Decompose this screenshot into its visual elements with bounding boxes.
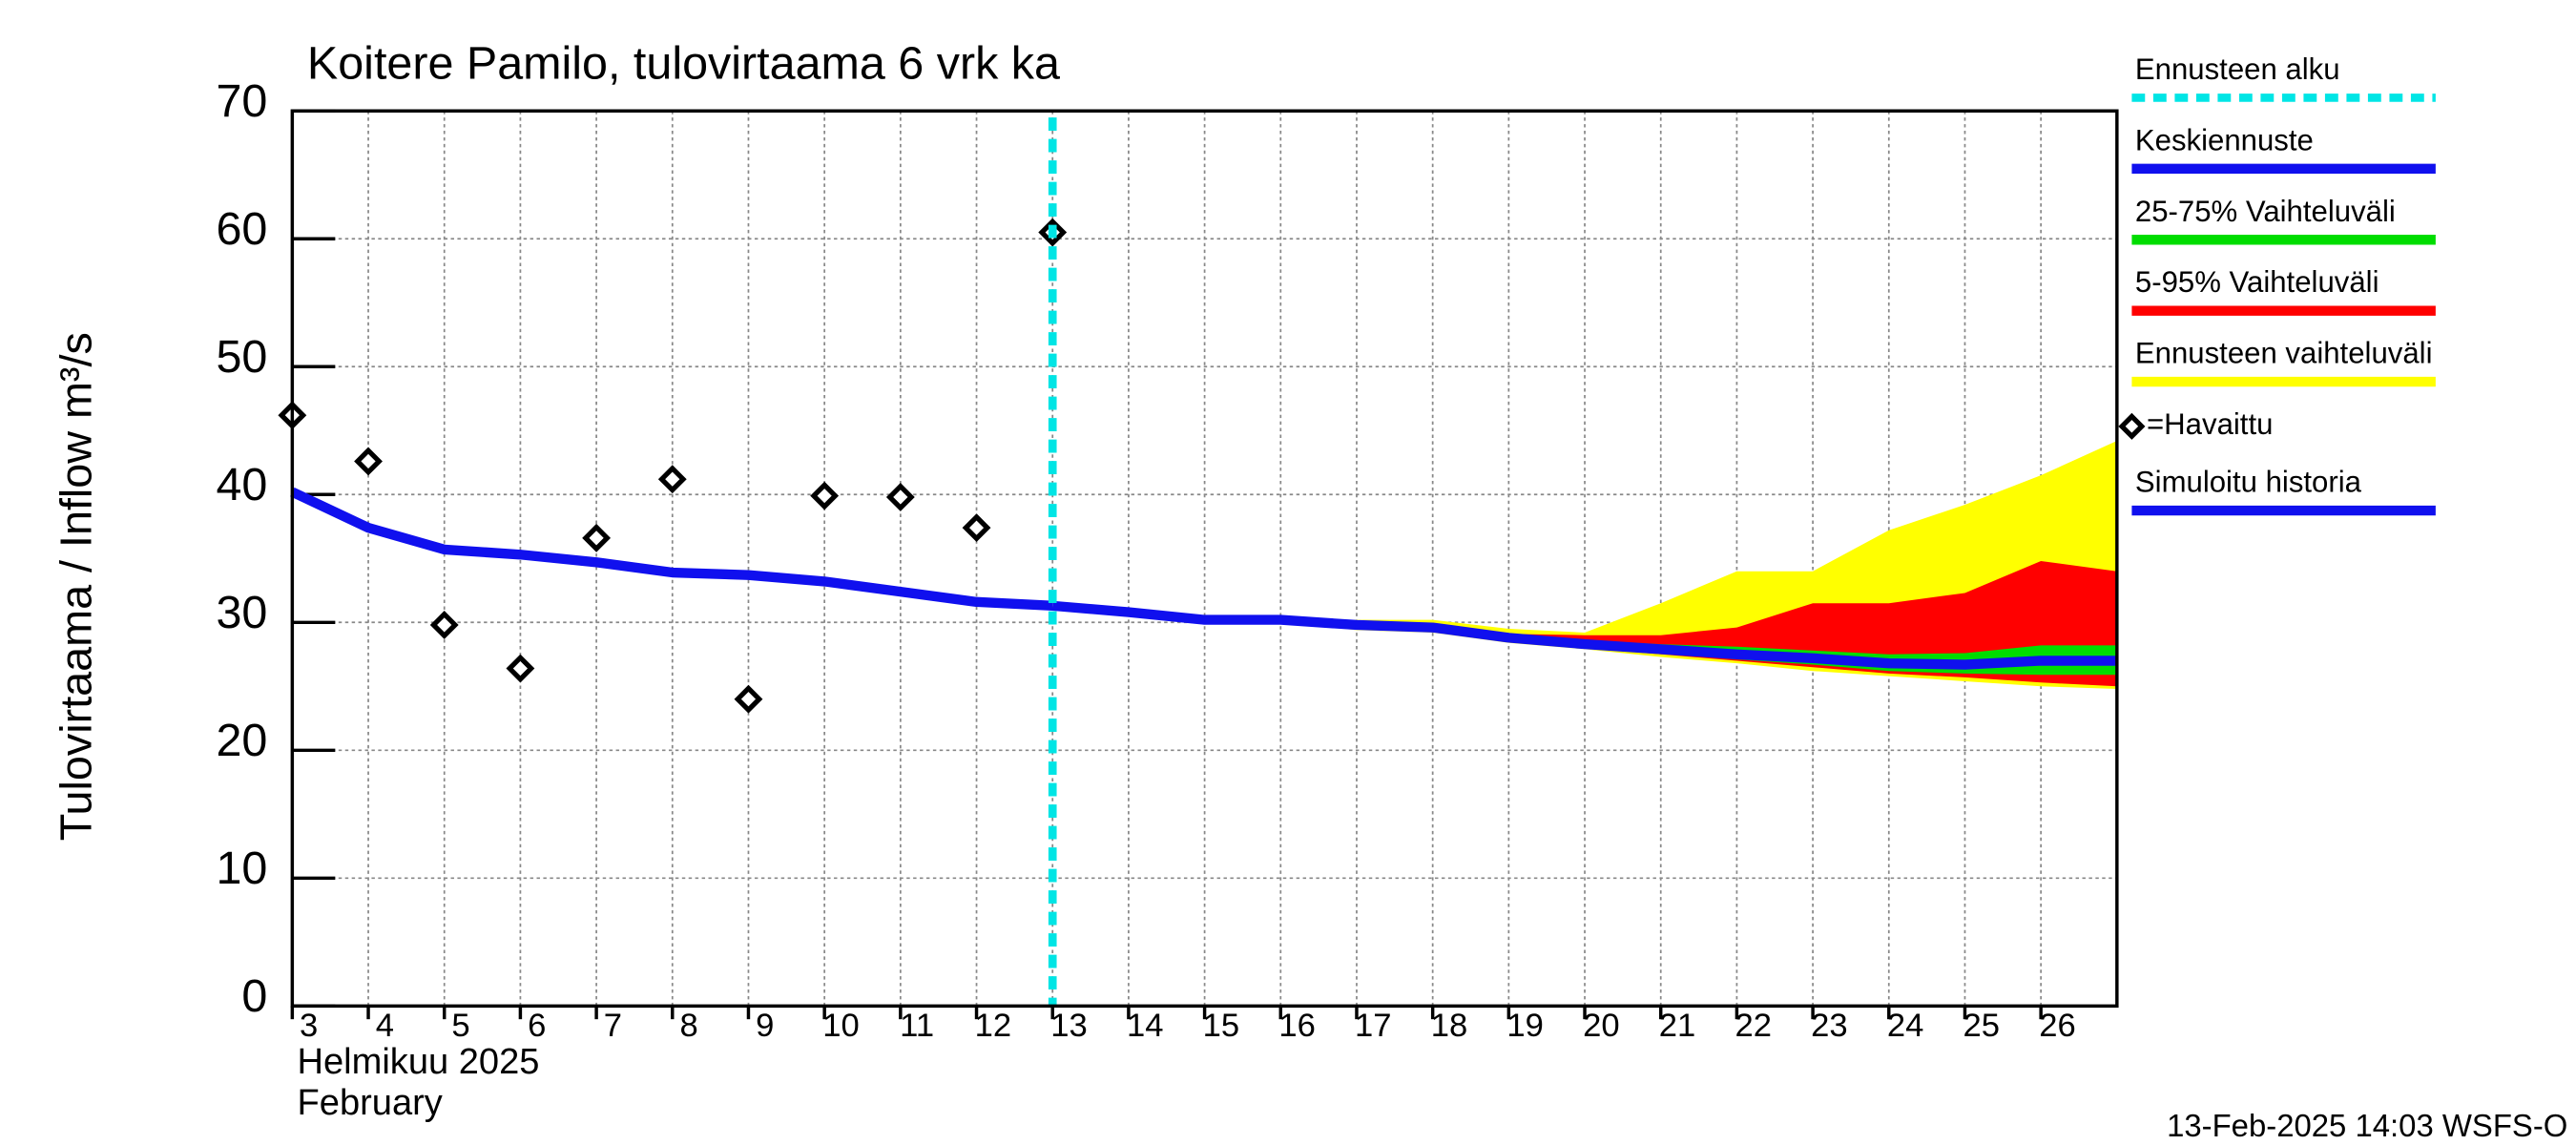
plot-frame [290, 109, 2119, 1009]
x-tick-label: 6 [528, 1008, 546, 1044]
legend-label: Simuloitu historia [2135, 466, 2362, 499]
x-tick-label: 24 [1887, 1008, 1923, 1044]
x-tick-label: 8 [679, 1008, 697, 1044]
x-axis-label: February [298, 1083, 443, 1123]
x-tick-label: 7 [604, 1008, 622, 1044]
x-tick-label: 26 [2039, 1008, 2075, 1044]
y-tick-label: 20 [216, 715, 267, 766]
line [1051, 600, 2117, 670]
y-axis-label: Tulovirtaama / Inflow m³/s [51, 332, 100, 841]
y-tick-label: 50 [216, 331, 267, 383]
y-tick-label: 40 [216, 459, 267, 510]
x-tick-label: 13 [1050, 1008, 1088, 1044]
x-tick-label: 11 [900, 1008, 934, 1044]
x-tick-label: 3 [300, 1008, 318, 1044]
data-point [962, 513, 991, 543]
x-tick-label: 21 [1659, 1008, 1696, 1044]
x-tick-label: 14 [1127, 1008, 1164, 1044]
chart-title: Koitere Pamilo, tulovirtaama 6 vrk ka [307, 37, 1060, 89]
data-point [506, 654, 535, 683]
data-point [582, 523, 612, 552]
legend-label: 5-95% Vaihteluväli [2135, 265, 2379, 299]
x-tick-label: 4 [376, 1008, 394, 1044]
x-tick-label: 9 [756, 1008, 774, 1044]
x-tick-label: 18 [1431, 1008, 1468, 1044]
data-point [429, 611, 459, 639]
data-point [810, 481, 840, 510]
x-tick-label: 15 [1203, 1008, 1240, 1044]
x-axis-label: Helmikuu 2025 [298, 1042, 540, 1082]
legend-label: Keskiennuste [2135, 123, 2314, 156]
x-tick-label: 17 [1355, 1008, 1392, 1044]
data-point [657, 465, 687, 494]
x-tick-label: 12 [975, 1008, 1012, 1044]
x-tick-label: 19 [1506, 1008, 1544, 1044]
legend-label: =Havaittu [2147, 407, 2273, 441]
footer: 13-Feb-2025 14:03 WSFS-O [2167, 1108, 2567, 1143]
data-point [885, 483, 915, 511]
legend-label: Ennusteen vaihteluväli [2135, 337, 2433, 370]
x-tick-label: 16 [1278, 1008, 1316, 1044]
x-tick-label: 10 [822, 1008, 860, 1044]
y-tick-label: 70 [216, 75, 267, 127]
data-point [734, 684, 763, 714]
legend-swatch [2118, 412, 2146, 440]
y-tick-label: 0 [241, 970, 267, 1022]
x-tick-label: 5 [451, 1008, 469, 1044]
line [290, 487, 1053, 612]
x-tick-label: 20 [1583, 1008, 1620, 1044]
y-tick-label: 30 [216, 587, 267, 638]
x-tick-label: 23 [1811, 1008, 1847, 1044]
y-tick-label: 60 [216, 203, 267, 255]
x-tick-label: 25 [1963, 1008, 2001, 1044]
data-point [354, 447, 383, 476]
x-tick-label: 22 [1735, 1008, 1772, 1044]
legend-label: Ennusteen alku [2135, 52, 2340, 86]
y-tick-label: 10 [216, 843, 267, 894]
legend-label: 25-75% Vaihteluväli [2135, 195, 2396, 228]
